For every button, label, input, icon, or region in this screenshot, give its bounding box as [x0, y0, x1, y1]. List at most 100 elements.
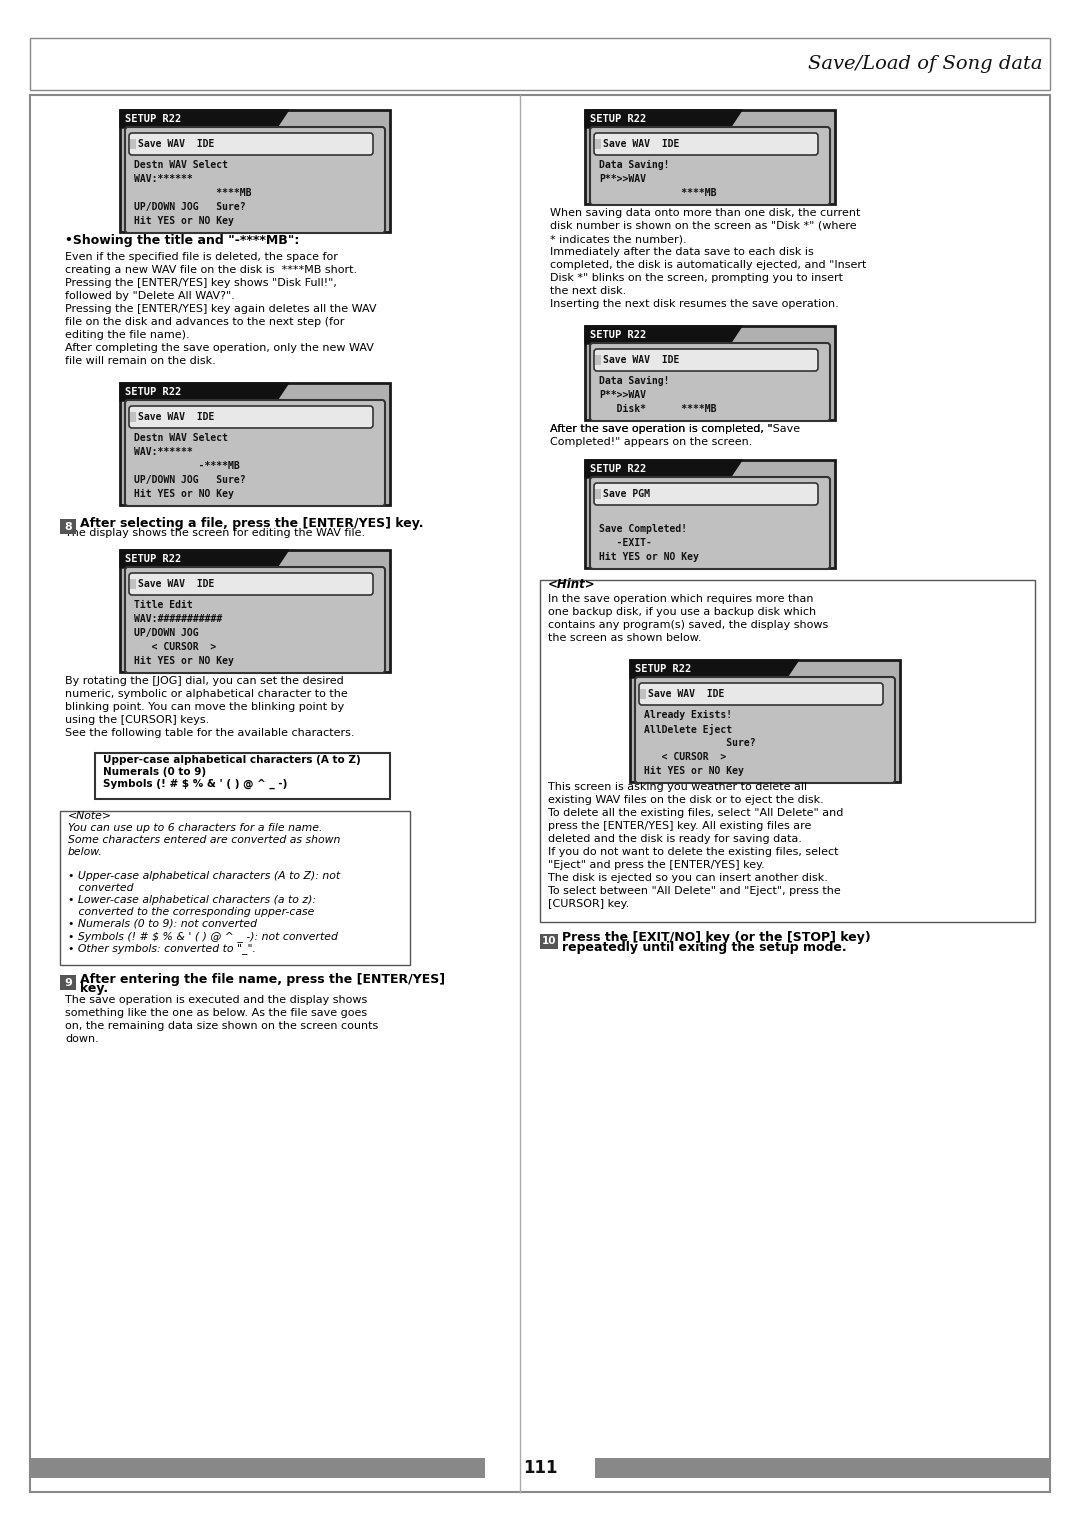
- Text: Data Saving!: Data Saving!: [599, 376, 670, 387]
- Polygon shape: [120, 384, 288, 400]
- Text: • Other symbols: converted to "_".: • Other symbols: converted to "_".: [68, 943, 256, 953]
- Polygon shape: [120, 550, 288, 568]
- Text: the next disk.: the next disk.: [550, 286, 626, 296]
- Bar: [585, 460, 835, 568]
- Polygon shape: [120, 110, 288, 128]
- Text: AllDelete Eject: AllDelete Eject: [644, 724, 732, 735]
- Text: Save WAV  IDE: Save WAV IDE: [603, 139, 679, 150]
- Text: < CURSOR  >: < CURSOR >: [644, 752, 726, 762]
- Text: • Lower-case alphabetical characters (a to z):: • Lower-case alphabetical characters (a …: [68, 895, 316, 905]
- Bar: [374, 579, 380, 588]
- Text: The disk is ejected so you can insert another disk.: The disk is ejected so you can insert an…: [548, 872, 828, 883]
- Text: • Numerals (0 to 9): not converted: • Numerals (0 to 9): not converted: [68, 918, 257, 929]
- Bar: [120, 110, 390, 232]
- Text: editing the file name).: editing the file name).: [65, 330, 190, 341]
- Text: Pressing the [ENTER/YES] key again deletes all the WAV: Pressing the [ENTER/YES] key again delet…: [65, 304, 377, 313]
- Text: blinking point. You can move the blinking point by: blinking point. You can move the blinkin…: [65, 701, 345, 712]
- Text: 10: 10: [542, 937, 556, 946]
- Text: After completing the save operation, only the new WAV: After completing the save operation, onl…: [65, 342, 374, 353]
- Text: Hit YES or NO Key: Hit YES or NO Key: [599, 552, 699, 562]
- Text: Disk*      ****MB: Disk* ****MB: [599, 403, 716, 414]
- Text: "Eject" and press the [ENTER/YES] key.: "Eject" and press the [ENTER/YES] key.: [548, 860, 765, 869]
- Text: * indicates the number).: * indicates the number).: [550, 234, 687, 244]
- Bar: [630, 660, 900, 782]
- FancyBboxPatch shape: [125, 400, 384, 506]
- FancyBboxPatch shape: [590, 127, 831, 205]
- Text: If you do not want to delete the existing files, select: If you do not want to delete the existin…: [548, 847, 838, 857]
- Text: P**>>WAV: P**>>WAV: [599, 390, 646, 400]
- Text: press the [ENTER/YES] key. All existing files are: press the [ENTER/YES] key. All existing …: [548, 821, 811, 831]
- Text: Data Saving!: Data Saving!: [599, 160, 670, 170]
- Text: Hit YES or NO Key: Hit YES or NO Key: [134, 656, 234, 666]
- Text: using the [CURSOR] keys.: using the [CURSOR] keys.: [65, 715, 210, 724]
- Bar: [595, 139, 600, 148]
- Text: The save operation is executed and the display shows: The save operation is executed and the d…: [65, 995, 367, 1005]
- FancyBboxPatch shape: [594, 133, 818, 154]
- Text: -EXIT-: -EXIT-: [599, 538, 652, 549]
- Text: key.: key.: [80, 983, 108, 995]
- Bar: [374, 413, 380, 422]
- Text: below.: below.: [68, 847, 103, 857]
- Text: Completed!" appears on the screen.: Completed!" appears on the screen.: [550, 437, 753, 448]
- Bar: [130, 413, 136, 422]
- Text: <Hint>: <Hint>: [548, 578, 596, 591]
- Bar: [120, 550, 390, 672]
- Text: Pressing the [ENTER/YES] key shows "Disk Full!",: Pressing the [ENTER/YES] key shows "Disk…: [65, 278, 337, 287]
- Text: Save Completed!: Save Completed!: [599, 524, 687, 535]
- Text: After the save operation is completed, ": After the save operation is completed, ": [550, 423, 772, 434]
- FancyBboxPatch shape: [635, 677, 895, 782]
- Text: creating a new WAV file on the disk is  ****MB short.: creating a new WAV file on the disk is *…: [65, 264, 357, 275]
- Text: WAV:###########: WAV:###########: [134, 614, 222, 623]
- Bar: [30, 1458, 485, 1478]
- Bar: [819, 139, 825, 148]
- Text: SETUP R22: SETUP R22: [125, 555, 181, 564]
- Bar: [640, 689, 646, 698]
- Text: When saving data onto more than one disk, the current: When saving data onto more than one disk…: [550, 208, 861, 219]
- Polygon shape: [630, 660, 798, 678]
- Text: something like the one as below. As the file save goes: something like the one as below. As the …: [65, 1008, 367, 1018]
- Text: repeatedly until exiting the setup mode.: repeatedly until exiting the setup mode.: [562, 941, 847, 953]
- Text: Save WAV  IDE: Save WAV IDE: [138, 413, 214, 422]
- Bar: [595, 489, 600, 498]
- FancyBboxPatch shape: [594, 483, 818, 504]
- Text: file on the disk and advances to the next step (for: file on the disk and advances to the nex…: [65, 316, 345, 327]
- Text: Title Edit: Title Edit: [134, 601, 192, 610]
- Text: Upper-case alphabetical characters (A to Z): Upper-case alphabetical characters (A to…: [103, 755, 361, 766]
- Text: To select between "All Delete" and "Eject", press the: To select between "All Delete" and "Ejec…: [548, 886, 840, 895]
- Text: Save WAV  IDE: Save WAV IDE: [648, 689, 725, 700]
- Text: Save WAV  IDE: Save WAV IDE: [138, 579, 214, 590]
- Text: •Showing the title and "-****MB":: •Showing the title and "-****MB":: [65, 234, 299, 248]
- FancyBboxPatch shape: [129, 133, 373, 154]
- Text: 8: 8: [64, 521, 72, 532]
- Text: converted to the corresponding upper-case: converted to the corresponding upper-cas…: [68, 908, 314, 917]
- Text: Immediately after the data save to each disk is: Immediately after the data save to each …: [550, 248, 813, 257]
- Bar: [585, 110, 835, 205]
- Bar: [540, 581, 1035, 921]
- Text: Sure?: Sure?: [644, 738, 756, 749]
- Text: numeric, symbolic or alphabetical character to the: numeric, symbolic or alphabetical charac…: [65, 689, 348, 698]
- Text: Hit YES or NO Key: Hit YES or NO Key: [644, 766, 744, 776]
- Text: By rotating the [JOG] dial, you can set the desired: By rotating the [JOG] dial, you can set …: [65, 675, 343, 686]
- Text: the screen as shown below.: the screen as shown below.: [548, 633, 702, 643]
- Bar: [30, 38, 1050, 90]
- Text: converted: converted: [68, 883, 134, 892]
- Text: <Note>: <Note>: [68, 811, 112, 821]
- Text: one backup disk, if you use a backup disk which: one backup disk, if you use a backup dis…: [548, 607, 816, 617]
- Text: The display shows the screen for editing the WAV file.: The display shows the screen for editing…: [65, 529, 365, 538]
- Text: UP/DOWN JOG   Sure?: UP/DOWN JOG Sure?: [134, 475, 245, 484]
- Bar: [885, 689, 890, 698]
- Text: followed by "Delete All WAV?".: followed by "Delete All WAV?".: [65, 290, 234, 301]
- Bar: [120, 384, 390, 504]
- Text: 9: 9: [64, 978, 72, 987]
- Text: on, the remaining data size shown on the screen counts: on, the remaining data size shown on the…: [65, 1021, 378, 1031]
- Text: See the following table for the available characters.: See the following table for the availabl…: [65, 727, 354, 738]
- Text: Save WAV  IDE: Save WAV IDE: [138, 139, 214, 150]
- Text: contains any program(s) saved, the display shows: contains any program(s) saved, the displ…: [548, 620, 828, 630]
- Text: Save/Load of Song data: Save/Load of Song data: [808, 55, 1042, 73]
- Text: SETUP R22: SETUP R22: [125, 115, 181, 124]
- Bar: [60, 811, 410, 966]
- Text: Hit YES or NO Key: Hit YES or NO Key: [134, 215, 234, 226]
- FancyBboxPatch shape: [590, 477, 831, 568]
- FancyBboxPatch shape: [129, 573, 373, 594]
- Text: Even if the specified file is deleted, the space for: Even if the specified file is deleted, t…: [65, 252, 338, 261]
